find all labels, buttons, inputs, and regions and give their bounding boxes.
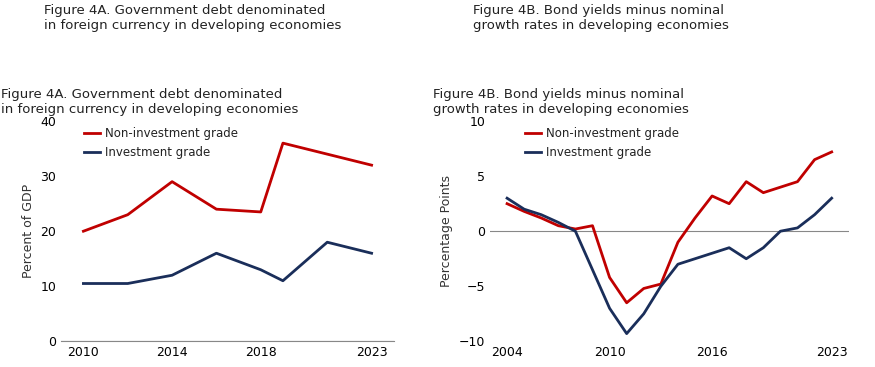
- Investment grade: [826, 196, 836, 200]
- Investment grade: [367, 251, 377, 255]
- Investment grade: [621, 331, 632, 336]
- Non-investment grade: [792, 179, 802, 184]
- Non-investment grade: [519, 209, 529, 214]
- Investment grade: [690, 257, 700, 261]
- Legend: Non-investment grade, Investment grade: Non-investment grade, Investment grade: [84, 127, 238, 159]
- Investment grade: [123, 281, 133, 286]
- Non-investment grade: [673, 240, 683, 244]
- Investment grade: [741, 257, 752, 261]
- Non-investment grade: [605, 275, 615, 280]
- Non-investment grade: [211, 207, 221, 211]
- Non-investment grade: [570, 227, 581, 231]
- Investment grade: [724, 246, 734, 250]
- Non-investment grade: [655, 282, 666, 286]
- Y-axis label: Percentage Points: Percentage Points: [440, 175, 453, 287]
- Investment grade: [255, 268, 266, 272]
- Non-investment grade: [502, 201, 513, 206]
- Non-investment grade: [553, 224, 564, 228]
- Investment grade: [605, 306, 615, 310]
- Non-investment grade: [639, 286, 649, 291]
- Investment grade: [639, 312, 649, 316]
- Non-investment grade: [277, 141, 288, 145]
- Non-investment grade: [322, 152, 332, 156]
- Non-investment grade: [741, 179, 752, 184]
- Investment grade: [519, 207, 529, 211]
- Y-axis label: Percent of GDP: Percent of GDP: [22, 184, 35, 278]
- Non-investment grade: [123, 212, 133, 217]
- Line: Non-investment grade: Non-investment grade: [83, 143, 372, 231]
- Non-investment grade: [255, 210, 266, 214]
- Investment grade: [553, 220, 564, 225]
- Investment grade: [655, 284, 666, 288]
- Line: Investment grade: Investment grade: [507, 198, 831, 334]
- Investment grade: [167, 273, 178, 277]
- Non-investment grade: [826, 150, 836, 154]
- Non-investment grade: [707, 194, 717, 198]
- Investment grade: [775, 229, 786, 233]
- Investment grade: [673, 262, 683, 266]
- Investment grade: [758, 246, 768, 250]
- Investment grade: [322, 240, 332, 244]
- Non-investment grade: [758, 190, 768, 195]
- Text: Figure 4A. Government debt denominated
in foreign currency in developing economi: Figure 4A. Government debt denominated i…: [2, 88, 298, 116]
- Legend: Non-investment grade, Investment grade: Non-investment grade, Investment grade: [525, 127, 679, 159]
- Investment grade: [587, 268, 598, 272]
- Non-investment grade: [78, 229, 88, 233]
- Non-investment grade: [587, 224, 598, 228]
- Investment grade: [211, 251, 221, 255]
- Text: Figure 4A. Government debt denominated
in foreign currency in developing economi: Figure 4A. Government debt denominated i…: [44, 4, 341, 32]
- Investment grade: [78, 281, 88, 286]
- Investment grade: [792, 226, 802, 230]
- Text: Figure 4B. Bond yields minus nominal
growth rates in developing economies: Figure 4B. Bond yields minus nominal gro…: [473, 4, 728, 32]
- Non-investment grade: [775, 185, 786, 189]
- Line: Investment grade: Investment grade: [83, 242, 372, 283]
- Investment grade: [809, 212, 820, 217]
- Line: Non-investment grade: Non-investment grade: [507, 152, 831, 303]
- Investment grade: [502, 196, 513, 200]
- Investment grade: [536, 212, 547, 217]
- Non-investment grade: [167, 179, 178, 184]
- Non-investment grade: [536, 216, 547, 220]
- Non-investment grade: [621, 301, 632, 305]
- Investment grade: [707, 251, 717, 255]
- Non-investment grade: [724, 201, 734, 206]
- Text: Figure 4B. Bond yields minus nominal
growth rates in developing economies: Figure 4B. Bond yields minus nominal gro…: [432, 88, 689, 116]
- Non-investment grade: [809, 157, 820, 162]
- Investment grade: [277, 279, 288, 283]
- Non-investment grade: [367, 163, 377, 167]
- Non-investment grade: [690, 216, 700, 220]
- Investment grade: [570, 229, 581, 233]
